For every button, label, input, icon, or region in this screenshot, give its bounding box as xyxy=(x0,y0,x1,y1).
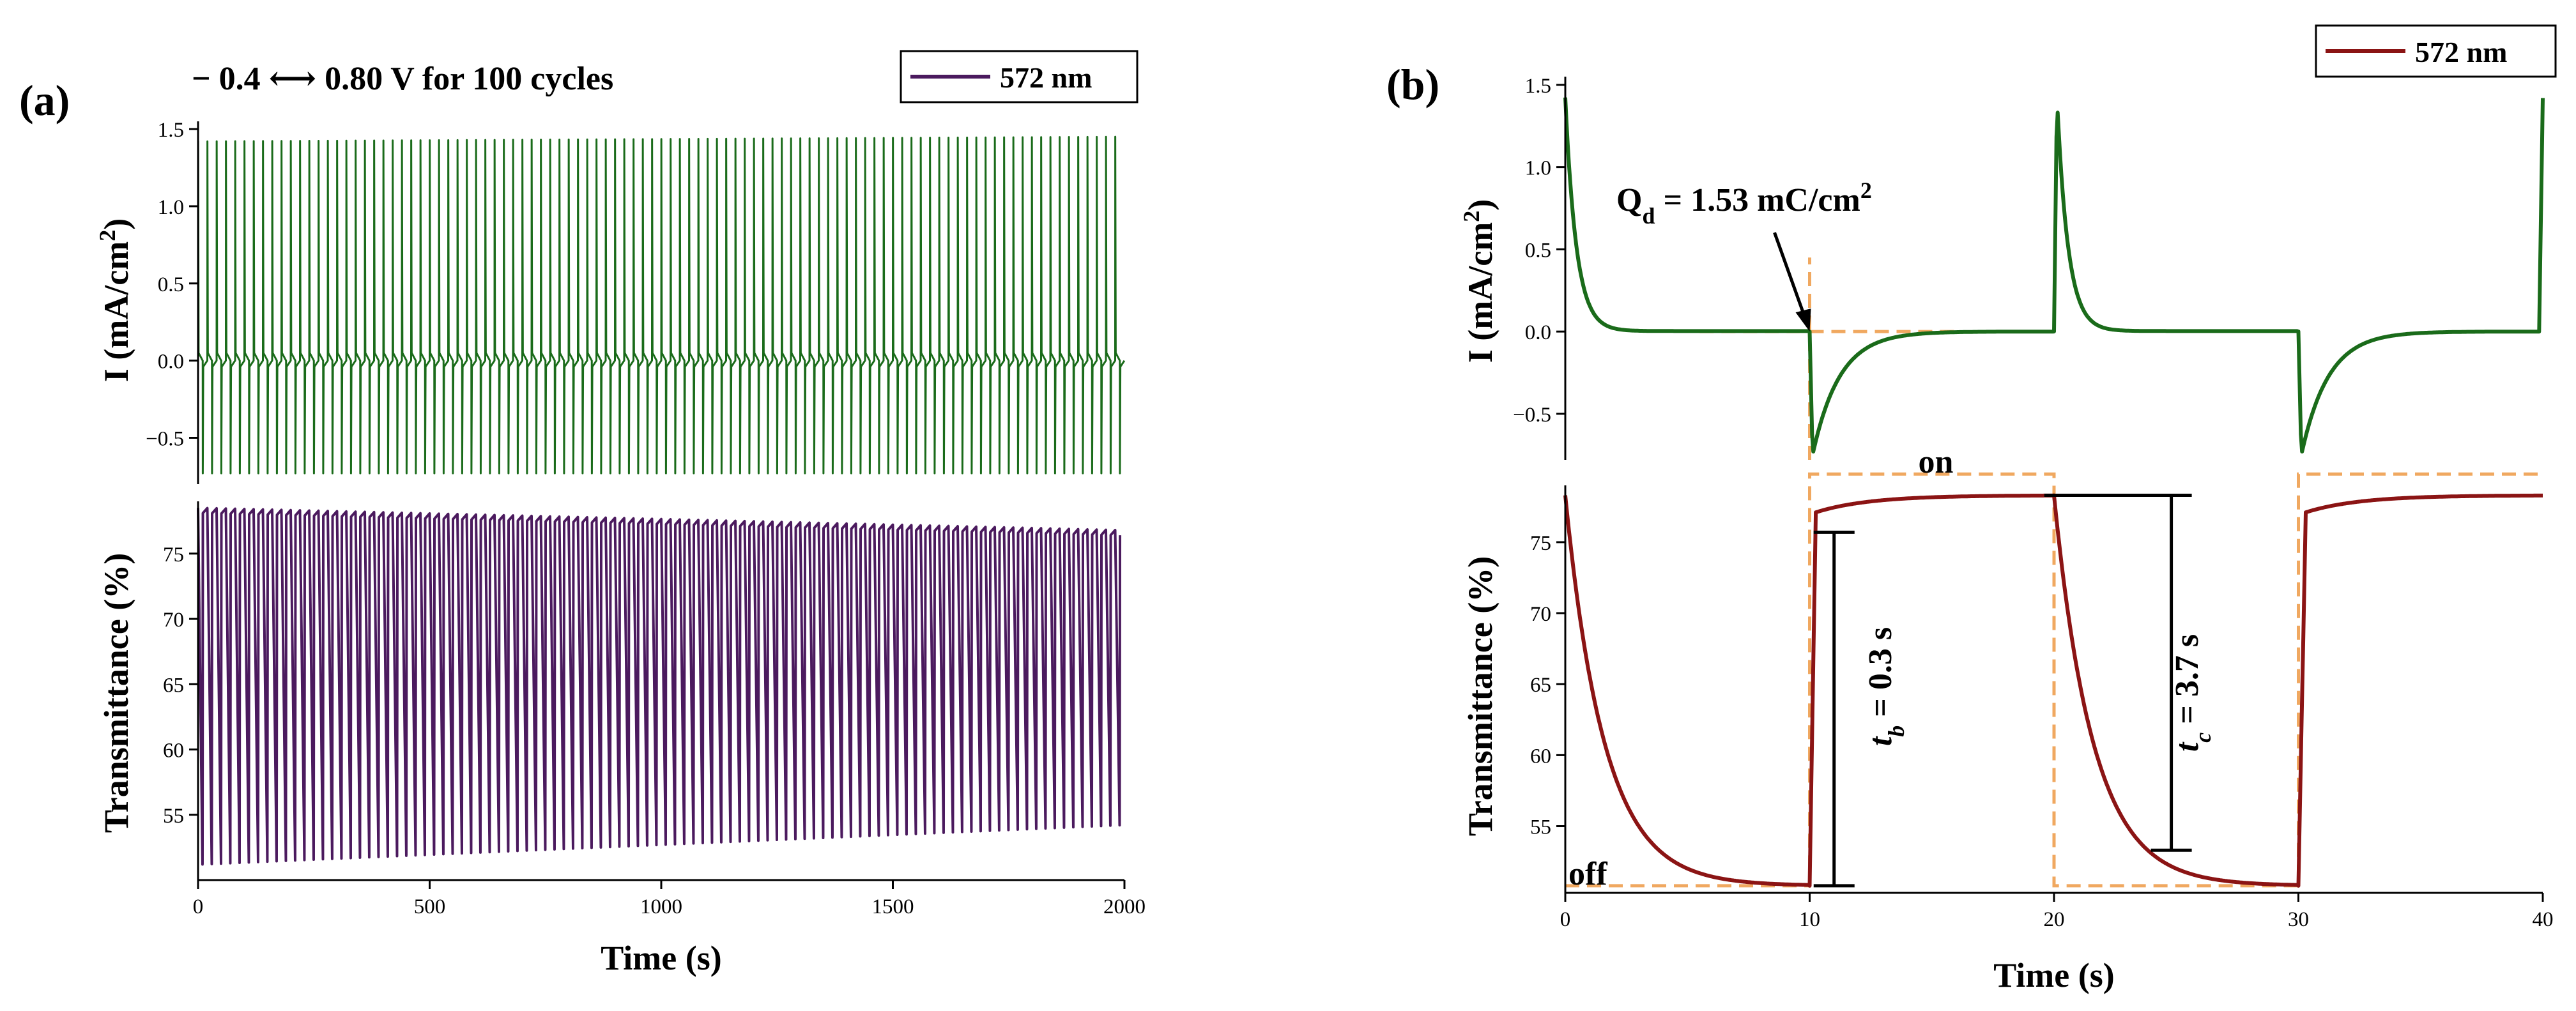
panel-a-current-ytick-label-1: 0.0 xyxy=(158,351,184,374)
panel-b-current-ytick-label-4: 1.5 xyxy=(1525,75,1551,98)
panel-a-transmittance-ytick-label-2: 65 xyxy=(163,674,184,697)
panel-b-tc-value: = 3.7 s xyxy=(2169,634,2205,733)
panel-a-transmittance-ytick-label-0: 55 xyxy=(163,805,184,828)
panel-b-charge-value: = 1.53 mC/cm xyxy=(1655,182,1860,218)
panel-b-tc-sub: c xyxy=(2190,733,2216,743)
panel-a-current-yticks: −0.5 0.0 0.5 1.0 1.5 xyxy=(146,119,198,450)
panel-a-transmittance-yticks: 55 60 65 70 75 xyxy=(163,544,198,828)
panel-b-transmittance-xtick-label-1: 10 xyxy=(1799,908,1820,931)
panel-b-label: (b) xyxy=(1386,60,1439,109)
panel-b-current: −0.50.00.51.01.5 I (mA/cm2) Qd = 1.53 mC… xyxy=(1459,24,2557,460)
panel-b-current-ylabel-close: ) xyxy=(1461,199,1499,211)
panel-a-current-ytick-label-2: 0.5 xyxy=(158,273,184,296)
panel-a-current-series-line xyxy=(197,135,1126,475)
panel-b-current-ylabel: I (mA/cm2) xyxy=(1459,199,1499,363)
panel-b-legend-label: 572 nm xyxy=(2415,36,2507,68)
panel-b-current-yticks: −0.5 0.0 0.5 1.0 1.5 xyxy=(1513,75,1565,427)
panel-b-current-series-line xyxy=(1563,97,2545,454)
panel-b-tc-bar xyxy=(2044,494,2192,852)
panel-b-transmittance-ytick-label-2: 65 xyxy=(1530,674,1551,697)
panel-b-transmittance-ytick-label-1: 60 xyxy=(1530,745,1551,768)
panel-b-transmittance-xtick-label-3: 30 xyxy=(2288,908,2309,931)
panel-a-current-ylabel: I (mA/cm2) xyxy=(95,218,135,382)
panel-a-current-ylabel-sup: 2 xyxy=(95,230,120,241)
panel-b-off-label: off xyxy=(1568,856,1607,892)
panel-a-current-ytick-label-4: 1.5 xyxy=(158,119,184,142)
panel-a-legend-label: 572 nm xyxy=(1000,61,1092,94)
panel-b-transmittance-ytick-label-4: 75 xyxy=(1530,532,1551,555)
panel-b-xlabel: Time (s) xyxy=(1993,956,2114,994)
panel-a-current-ylabel-close: ) xyxy=(97,218,135,230)
panel-b-transmittance: 55 60 65 70 75 0 10 20 30 40 Transmittance (%) T… xyxy=(1461,444,2554,994)
panel-a-current-ytick-label-0: −0.5 xyxy=(146,427,184,450)
panel-a-transmittance: 55 60 65 70 75 0 500 1000 1500 2000 Transmittanc… xyxy=(97,501,1146,977)
panel-a-current-ylabel-text: I (mA/cm xyxy=(97,241,135,382)
panel-b-transmittance-yticks: 55 60 65 70 75 xyxy=(1530,532,1565,839)
panel-b-charge-arrow xyxy=(1773,232,1807,321)
panel-a-transmittance-xtick-label-4: 2000 xyxy=(1103,895,1146,918)
panel-a-transmittance-ytick-label-1: 60 xyxy=(163,740,184,763)
panel-a-xlabel: Time (s) xyxy=(601,939,721,977)
panel-b-current-ytick-label-0: −0.5 xyxy=(1513,404,1551,427)
panel-b-tb-sub: b xyxy=(1883,726,1909,737)
panel-a-current: −0.5 0.0 0.5 1.0 1.5 I (mA/cm2) − 0.4 ⟷ 0.80… xyxy=(95,50,1138,484)
panel-b-charge-arrowhead xyxy=(1795,308,1811,332)
panel-a-transmittance-xticks: 0 500 1000 1500 2000 xyxy=(193,880,1146,918)
panel-a-transmittance-xtick-label-3: 1500 xyxy=(872,895,914,918)
panel-b-transmittance-ytick-label-0: 55 xyxy=(1530,816,1551,839)
panel-b-transmittance-xtick-label-4: 40 xyxy=(2533,908,2554,931)
panel-b-current-ylabel-sup: 2 xyxy=(1459,211,1484,222)
panel-b-tb-var: t xyxy=(1862,736,1899,746)
panel-b-tb-label: tb = 0.3 s xyxy=(1862,627,1909,746)
panel-a-current-ytick-label-3: 1.0 xyxy=(158,196,184,219)
panel-a-transmittance-xtick-label-2: 1000 xyxy=(640,895,682,918)
panel-b-on-label: on xyxy=(1919,444,1954,480)
panel-a-transmittance-series-line xyxy=(197,506,1122,866)
panel-b-current-ylabel-text: I (mA/cm xyxy=(1461,222,1499,363)
panel-b-tc-label: tc = 3.7 s xyxy=(2169,634,2216,752)
panel-b-square-wave xyxy=(1565,472,2543,888)
panel-a-cycle-annotation: − 0.4 ⟷ 0.80 V for 100 cycles xyxy=(192,61,613,97)
panel-b-charge-box xyxy=(1699,257,1956,460)
panel-b-charge-sup: 2 xyxy=(1860,178,1872,203)
panel-b-transmittance-xtick-label-0: 0 xyxy=(1560,908,1571,931)
panel-b-charge-sub: d xyxy=(1642,203,1655,229)
panel-b-transmittance-xticks: 0 10 20 30 40 xyxy=(1560,893,2554,931)
panel-b-current-ytick-label-1: 0.0 xyxy=(1525,321,1551,344)
panel-b-tc-var: t xyxy=(2169,741,2205,752)
panel-b-charge-q: Q xyxy=(1616,182,1642,218)
panel-b-transmittance-xtick-label-2: 20 xyxy=(2044,908,2065,931)
panel-b-charge-annotation: Qd = 1.53 mC/cm2 xyxy=(1616,178,1872,229)
panel-b-current-ytick-label-3: 1.0 xyxy=(1525,157,1551,180)
panel-a-legend: 572 nm xyxy=(900,50,1138,103)
panel-b-tb-bar xyxy=(1813,530,1855,888)
panel-b-tb-value: = 0.3 s xyxy=(1862,627,1899,726)
panel-a-transmittance-ytick-label-4: 75 xyxy=(163,544,184,566)
panel-a-transmittance-xtick-label-0: 0 xyxy=(193,895,204,918)
panel-a-label: (a) xyxy=(19,76,70,125)
panel-b-transmittance-ytick-label-3: 70 xyxy=(1530,603,1551,626)
panel-b-transmittance-ylabel: Transmittance (%) xyxy=(1461,556,1499,836)
panel-a-transmittance-xtick-label-1: 500 xyxy=(414,895,446,918)
panel-a-transmittance-ylabel: Transmittance (%) xyxy=(97,553,135,833)
panel-b-current-ytick-label-2: 0.5 xyxy=(1525,239,1551,262)
panel-b-legend: 572 nm xyxy=(2315,24,2557,78)
panel-a-transmittance-ytick-label-3: 70 xyxy=(163,609,184,632)
